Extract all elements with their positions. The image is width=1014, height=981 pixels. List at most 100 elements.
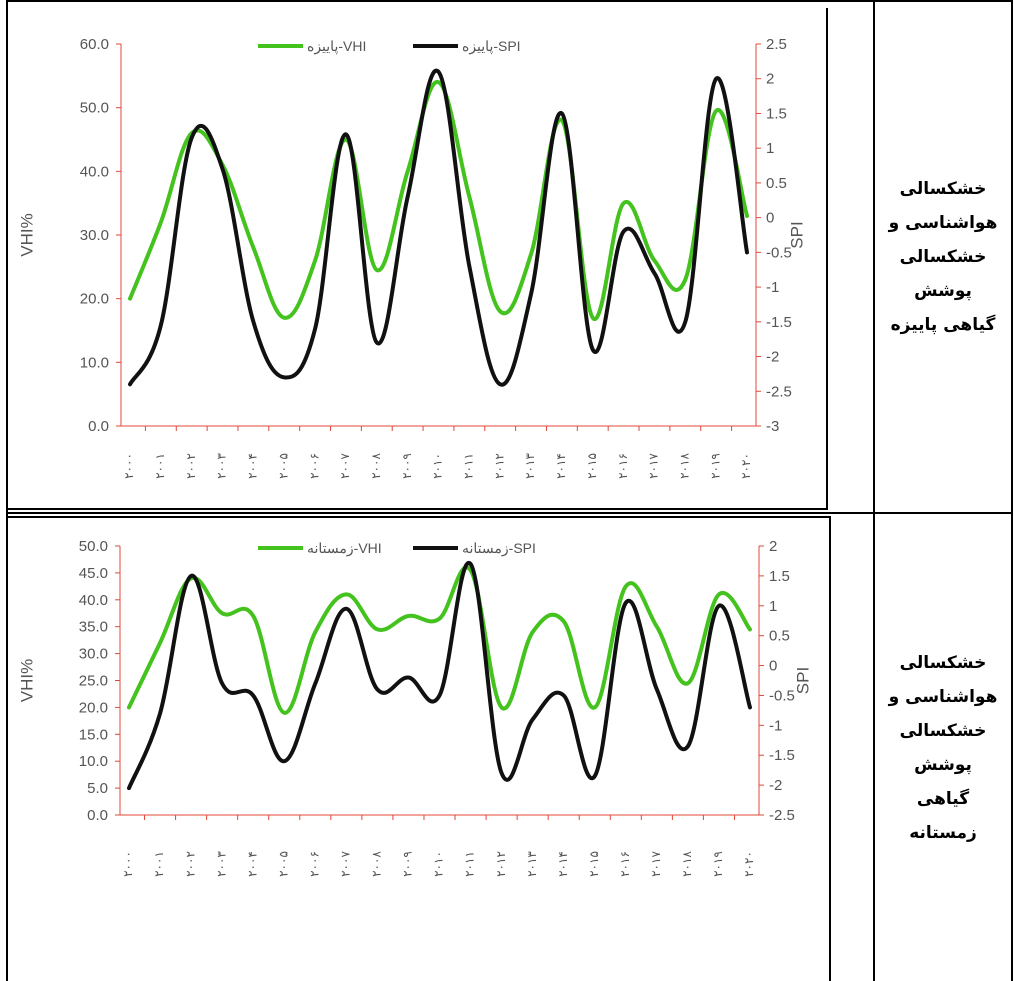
right-tick-label: 2 xyxy=(769,538,777,555)
table-border-middle xyxy=(873,0,875,981)
x-tick-label: ۲۰۰۰ xyxy=(122,453,136,479)
right-tick-label: -3 xyxy=(766,418,779,435)
left-tick-label: 40.0 xyxy=(80,163,109,180)
left-tick-label: 35.0 xyxy=(79,619,108,636)
x-tick-label: ۲۰۱۱ xyxy=(463,851,477,877)
left-tick-label: 0.0 xyxy=(88,418,109,435)
chart-frame-right-1 xyxy=(826,8,828,508)
left-tick-label: 15.0 xyxy=(79,726,108,743)
row-label-line: پوشش xyxy=(914,754,972,775)
x-tick-label: ۲۰۱۳ xyxy=(525,851,539,877)
x-tick-label: ۲۰۱۶ xyxy=(618,851,632,877)
x-tick-label: ۲۰۱۰ xyxy=(431,453,445,479)
x-tick-label: ۲۰۱۴ xyxy=(554,453,568,479)
row-label-line: هواشناسی و xyxy=(888,213,998,233)
right-tick-label: 0 xyxy=(769,658,777,675)
y2-axis-label: SPI xyxy=(793,667,812,694)
x-tick-label: ۲۰۰۱ xyxy=(153,453,167,479)
x-tick-label: ۲۰۱۰ xyxy=(432,851,446,877)
x-tick-label: ۲۰۱۲ xyxy=(494,851,508,877)
legend-label-vhi: پاییزه-VHI xyxy=(307,38,366,55)
left-tick-label: 20.0 xyxy=(79,699,108,716)
right-tick-label: 1.5 xyxy=(766,105,787,122)
right-tick-label: 0 xyxy=(766,210,774,227)
x-tick-label: ۲۰۰۳ xyxy=(214,851,228,877)
x-tick-label: ۲۰۰۰ xyxy=(121,851,135,877)
right-tick-label: 1 xyxy=(766,140,774,157)
row-label-line: زمستانه xyxy=(909,822,977,843)
left-tick-label: 0.0 xyxy=(87,807,108,824)
right-tick-label: -1 xyxy=(766,279,779,296)
table-border-left xyxy=(6,0,8,981)
row-label-line: گیاهی xyxy=(916,788,970,809)
legend-label-spi: پاییزه-SPI xyxy=(462,38,521,55)
vhi-series-line xyxy=(128,80,749,321)
row-label-line: پوشش xyxy=(914,281,972,301)
table-row-divider xyxy=(6,512,1013,514)
chart-frame-top-2 xyxy=(8,516,830,518)
x-tick-label: ۲۰۰۴ xyxy=(246,453,260,479)
x-tick-label: ۲۰۰۷ xyxy=(338,453,352,479)
x-tick-label: ۲۰۲۰ xyxy=(742,851,756,877)
right-tick-label: -0.5 xyxy=(766,244,792,261)
x-tick-label: ۲۰۰۶ xyxy=(307,453,321,479)
left-tick-label: 10.0 xyxy=(80,354,109,371)
x-tick-label: ۲۰۰۷ xyxy=(339,851,353,877)
right-tick-label: 1 xyxy=(769,598,777,615)
x-tick-label: ۲۰۰۸ xyxy=(370,851,384,877)
legend-label-vhi: زمستانه-VHI xyxy=(307,540,382,557)
y2-axis-label: SPI xyxy=(787,221,806,248)
right-tick-label: -1.5 xyxy=(769,747,795,764)
autumn-chart: 0.0 10.0 20.0 30.0 40.0 50.0 60.0 -3 -2.5 -2 -1.5 -… xyxy=(17,36,806,479)
left-tick-label: 50.0 xyxy=(79,538,108,555)
row-label-line: گیاهی پاییزه xyxy=(890,315,996,335)
x-tick-label: ۲۰۱۷ xyxy=(649,851,663,877)
x-tick-label: ۲۰۰۵ xyxy=(276,453,290,479)
x-tick-label: ۲۰۰۹ xyxy=(400,453,414,479)
x-tick-label: ۲۰۱۶ xyxy=(616,453,630,479)
x-tick-label: ۲۰۱۸ xyxy=(680,851,694,877)
x-tick-label: ۲۰۱۵ xyxy=(585,453,599,479)
right-tick-label: 0.5 xyxy=(766,175,787,192)
winter-chart: 0.0 5.0 10.0 15.0 20.0 25.0 30.0 35.0 40.0 45.0 50… xyxy=(17,538,812,877)
left-tick-label: 30.0 xyxy=(79,646,108,663)
left-tick-label: 60.0 xyxy=(80,36,109,53)
y-axis-label: VHI% xyxy=(17,659,36,702)
legend-label-spi: زمستانه-SPI xyxy=(462,540,536,557)
left-tick-label: 50.0 xyxy=(80,100,109,117)
spi-series-line xyxy=(128,68,749,387)
vhi-series-line xyxy=(127,565,752,715)
right-tick-label: 0.5 xyxy=(769,628,790,645)
x-tick-label: ۲۰۰۲ xyxy=(183,851,197,877)
y-axis-label: VHI% xyxy=(17,213,36,256)
x-tick-label: ۲۰۱۹ xyxy=(708,453,722,479)
x-tick-label: ۲۰۰۱ xyxy=(152,851,166,877)
x-tick-label: ۲۰۰۴ xyxy=(245,851,259,877)
x-tick-label: ۲۰۱۱ xyxy=(462,453,476,479)
table-border-top xyxy=(6,0,1013,2)
x-tick-label: ۲۰۰۹ xyxy=(401,851,415,877)
row-label-line: هواشناسی و xyxy=(888,686,998,707)
x-tick-label: ۲۰۰۶ xyxy=(307,851,321,877)
right-tick-label: -2 xyxy=(769,777,782,794)
right-tick-label: -1.5 xyxy=(766,314,792,331)
left-tick-label: 5.0 xyxy=(87,780,108,797)
left-tick-label: 30.0 xyxy=(80,227,109,244)
x-tick-label: ۲۰۱۵ xyxy=(587,851,601,877)
row-label-line: خشکسالی xyxy=(899,652,987,673)
left-tick-label: 10.0 xyxy=(79,753,108,770)
spi-series-line xyxy=(127,561,752,791)
left-tick-label: 45.0 xyxy=(79,565,108,582)
row-label-line: خشکسالی xyxy=(899,179,987,199)
right-tick-label: -2.5 xyxy=(769,807,795,824)
left-tick-label: 20.0 xyxy=(80,291,109,308)
x-tick-label: ۲۰۰۵ xyxy=(276,851,290,877)
right-tick-label: 2.5 xyxy=(766,36,787,53)
x-tick-label: ۲۰۰۸ xyxy=(369,453,383,479)
row-label-line: خشکسالی xyxy=(899,720,987,741)
chart-frame-bottom-1 xyxy=(8,508,828,510)
x-tick-label: ۲۰۲۰ xyxy=(739,453,753,479)
row-label-winter: خشکسالی هواشناسی و خشکسالی پوشش گیاهی زمستانه xyxy=(875,514,1011,981)
x-tick-label: ۲۰۱۴ xyxy=(556,851,570,877)
